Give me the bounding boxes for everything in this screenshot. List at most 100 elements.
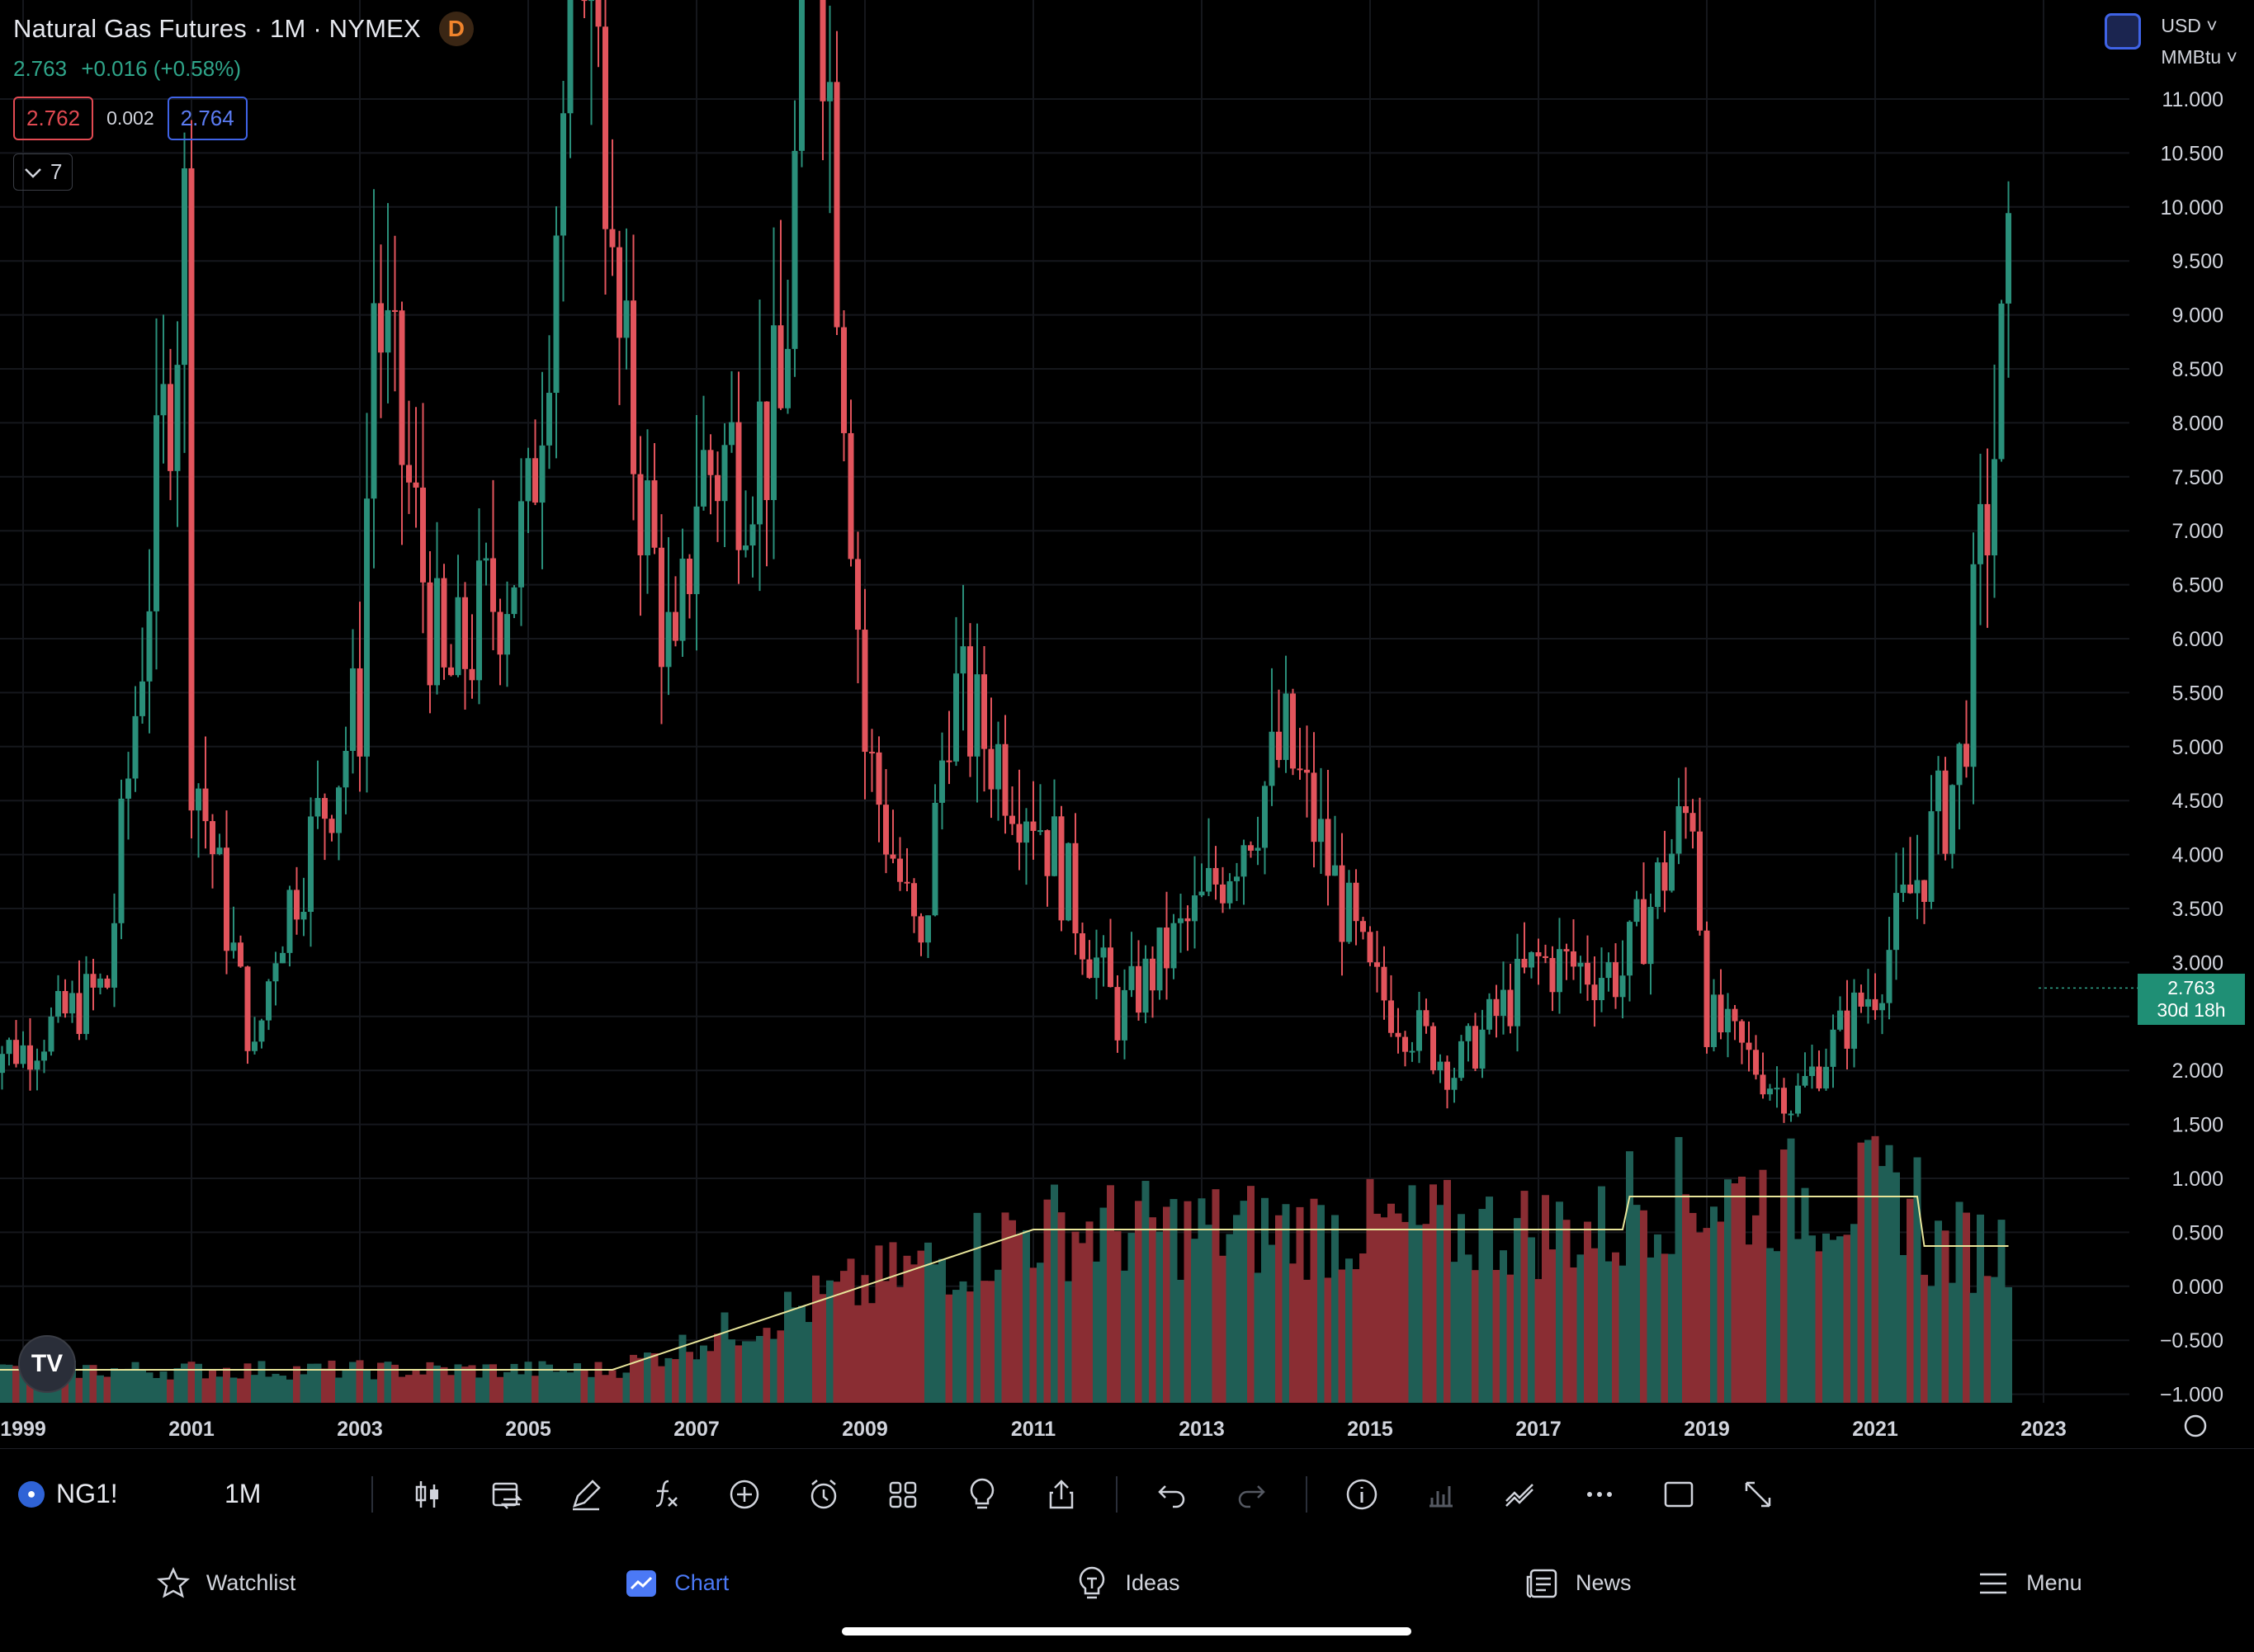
- volume-bar: [1135, 1201, 1142, 1403]
- volume-bar: [1065, 1281, 1072, 1403]
- volume-bar: [1815, 1251, 1823, 1403]
- volume-bar: [854, 1305, 862, 1403]
- candle-body: [238, 942, 243, 967]
- volume-bar: [215, 1376, 224, 1403]
- symbol-title[interactable]: Natural Gas Futures · 1M · NYMEX: [13, 14, 421, 43]
- candle-body: [139, 681, 145, 716]
- volume-bar: [1794, 1239, 1802, 1403]
- trend-icon[interactable]: [1481, 1455, 1560, 1534]
- candle-body: [1647, 907, 1654, 965]
- volume-bar: [910, 1264, 918, 1403]
- candle-body: [322, 798, 328, 819]
- bottom-navigation: Watchlist Chart Ideas News Menu: [0, 1539, 2254, 1652]
- nav-news[interactable]: News: [1353, 1539, 1803, 1652]
- symbol-selector[interactable]: ● NG1!: [18, 1479, 208, 1509]
- chart-icon: [626, 1569, 657, 1597]
- candle-body: [532, 458, 538, 503]
- draw-icon[interactable]: [546, 1455, 626, 1534]
- candle-body: [1444, 1061, 1450, 1090]
- candle-body: [1739, 1021, 1745, 1043]
- alert-icon[interactable]: [784, 1455, 863, 1534]
- volume-bar: [1689, 1212, 1697, 1403]
- candle-body: [1718, 994, 1724, 1033]
- nav-news-label: News: [1575, 1570, 1632, 1595]
- candles-icon[interactable]: [388, 1455, 467, 1534]
- candle-body: [673, 611, 678, 641]
- volume-bar: [1015, 1234, 1023, 1403]
- tradingview-logo[interactable]: TV: [18, 1335, 76, 1393]
- candle-body: [1100, 947, 1107, 958]
- volume-bar: [1247, 1186, 1255, 1403]
- volume-bar: [1415, 1225, 1423, 1403]
- news-icon: [1526, 1569, 1557, 1598]
- lightbulb-icon[interactable]: [943, 1455, 1022, 1534]
- volume-bar: [1626, 1151, 1633, 1403]
- sell-button[interactable]: 2.762: [13, 97, 94, 140]
- volume-bar: [1310, 1198, 1318, 1403]
- price-chart[interactable]: 11.000 10.500 10.000 9.500 9.000 8.500 8.000 7.…: [0, 0, 2254, 1448]
- candle-body: [511, 587, 517, 615]
- candle-body: [1781, 1088, 1787, 1114]
- indicator-icon[interactable]: [626, 1455, 705, 1534]
- volume-bar: [1001, 1212, 1009, 1403]
- candle-body: [294, 890, 300, 920]
- volume-bar: [636, 1357, 645, 1403]
- nav-watchlist[interactable]: Watchlist: [0, 1539, 451, 1652]
- indicators-toggle[interactable]: 7: [13, 153, 73, 191]
- square-icon[interactable]: [1639, 1455, 1718, 1534]
- volume-bar: [664, 1357, 673, 1403]
- volume-icon[interactable]: [1401, 1455, 1481, 1534]
- add-icon[interactable]: [705, 1455, 784, 1534]
- candle-body: [609, 229, 616, 248]
- undo-icon[interactable]: [1132, 1455, 1212, 1534]
- spread-value: 0.002: [106, 107, 154, 129]
- layout-icon[interactable]: [863, 1455, 943, 1534]
- delayed-badge[interactable]: D: [438, 12, 474, 46]
- candle-body: [1009, 815, 1015, 824]
- x-tick-label: 2007: [673, 1418, 720, 1441]
- volume-bar: [1703, 1228, 1711, 1403]
- share-icon[interactable]: [1022, 1455, 1101, 1534]
- candle-body: [525, 458, 532, 502]
- candle-body: [0, 1054, 5, 1074]
- info-icon[interactable]: [1322, 1455, 1401, 1534]
- chart-canvas[interactable]: 11.000 10.500 10.000 9.500 9.000 8.500 8.000 7.…: [0, 0, 2254, 1448]
- nav-chart[interactable]: Chart: [451, 1539, 901, 1652]
- nav-ideas[interactable]: Ideas: [901, 1539, 1352, 1652]
- candle-body: [1591, 984, 1598, 1001]
- candle-body: [1402, 1036, 1408, 1052]
- interval-selector[interactable]: 1M: [224, 1479, 262, 1508]
- candle-body: [1669, 853, 1675, 891]
- volume-bar: [1668, 1253, 1675, 1403]
- candle-body: [799, 0, 805, 151]
- volume-bar: [243, 1363, 252, 1403]
- redo-icon[interactable]: [1212, 1455, 1291, 1534]
- currency-unit-selector[interactable]: USD ˅ MMBtu ˅: [2161, 15, 2237, 68]
- volume-bar: [1766, 1248, 1774, 1403]
- candle-body: [735, 422, 742, 550]
- candle-body: [925, 915, 931, 943]
- candle-body: [1760, 1074, 1766, 1095]
- volume-bar: [251, 1375, 258, 1403]
- compare-icon[interactable]: [467, 1455, 546, 1534]
- candle-body: [1521, 958, 1528, 968]
- fullscreen-icon[interactable]: [1718, 1455, 1798, 1534]
- candle-body: [1978, 503, 1983, 564]
- nav-menu[interactable]: Menu: [1803, 1539, 2254, 1652]
- candle-body: [1970, 564, 1977, 767]
- buy-button[interactable]: 2.764: [167, 97, 248, 140]
- volume-bar: [1408, 1185, 1416, 1403]
- candle-body: [1108, 947, 1113, 988]
- more-icon[interactable]: [1560, 1455, 1639, 1534]
- volume-bar: [426, 1362, 434, 1403]
- scale-icon[interactable]: [2105, 13, 2142, 50]
- candle-body: [693, 506, 700, 594]
- candle-body: [791, 150, 798, 349]
- candle-body: [504, 614, 510, 655]
- volume-bar: [791, 1307, 799, 1403]
- candle-body: [1697, 831, 1703, 931]
- volume-bar: [1843, 1234, 1851, 1403]
- candle-body: [230, 942, 237, 951]
- volume-bar: [398, 1376, 406, 1403]
- y-tick-label: 0.500: [2171, 1221, 2223, 1244]
